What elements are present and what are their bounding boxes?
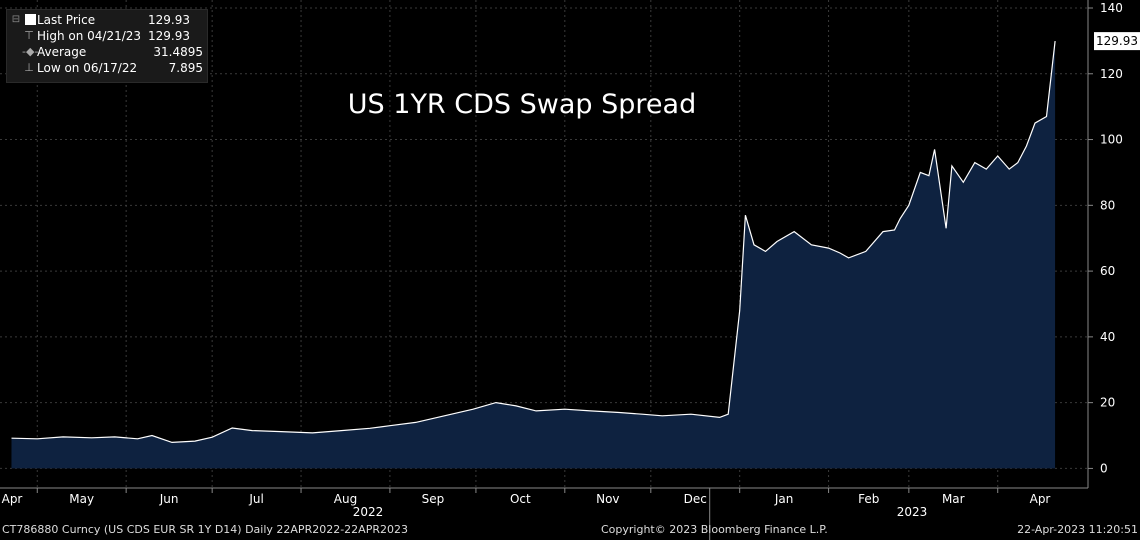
x-tick-label: Sep — [422, 492, 445, 506]
average-marker-icon: -◆- — [22, 45, 39, 58]
x-tick-label: Aug — [334, 492, 357, 506]
y-tick-label: 20 — [1100, 396, 1115, 410]
legend-low: ⊥ Low on 06/17/22 7.895 — [7, 60, 203, 76]
y-tick-label: 0 — [1100, 461, 1108, 475]
footer-timestamp: 22-Apr-2023 11:20:51 — [1017, 523, 1138, 536]
x-year-label: 2022 — [353, 505, 384, 519]
x-tick-label: Oct — [510, 492, 531, 506]
x-tick-label: Apr — [1030, 492, 1051, 506]
series-area — [11, 41, 1056, 469]
last-value-box — [1094, 32, 1140, 51]
legend-value: 7.895 — [168, 61, 203, 75]
legend: ⊟ Last Price 129.93 ⊤ High on 04/21/23 1… — [6, 9, 208, 83]
x-axis: Apr May Jun Jul Aug Sep Oct Nov Dec Jan Feb Mar Apr 2… — [0, 487, 1088, 540]
series — [11, 41, 1056, 469]
x-tick-label: Dec — [684, 492, 707, 506]
legend-label: Last Price — [37, 13, 96, 27]
x-tick-label: Apr — [2, 492, 23, 506]
y-tick-label: 60 — [1100, 264, 1115, 278]
y-tick-label: 80 — [1100, 198, 1115, 212]
legend-last-price: ⊟ Last Price 129.93 — [7, 12, 203, 28]
legend-value: 129.93 — [148, 13, 190, 27]
legend-label: Low on 06/17/22 — [37, 61, 138, 75]
y-tick-label: 140 — [1100, 1, 1123, 15]
legend-high: ⊤ High on 04/21/23 129.93 — [7, 28, 203, 44]
legend-label: High on 04/21/23 — [37, 29, 142, 43]
y-axis: 0 20 40 60 80 100 120 140 129.93 — [1087, 0, 1140, 488]
legend-average: -◆- Average 31.4895 — [7, 44, 203, 60]
low-marker-icon: ⊥ — [24, 61, 34, 74]
high-marker-icon: ⊤ — [24, 29, 34, 42]
x-tick-label: Nov — [596, 492, 619, 506]
series-swatch — [25, 14, 36, 25]
x-tick-label: Mar — [942, 492, 965, 506]
legend-value: 31.4895 — [153, 45, 203, 59]
x-tick-label: Jun — [159, 492, 179, 506]
x-tick-label: Jan — [774, 492, 794, 506]
y-tick-label: 120 — [1100, 67, 1123, 81]
x-tick-label: Feb — [858, 492, 879, 506]
x-tick-label: Jul — [248, 492, 263, 506]
chart-title: US 1YR CDS Swap Spread — [348, 89, 696, 120]
series-line — [11, 41, 1056, 444]
x-tick-label: May — [69, 492, 94, 506]
legend-value: 129.93 — [148, 29, 190, 43]
collapse-icon[interactable]: ⊟ — [11, 14, 21, 25]
footer-ticker: CT786880 Curncy (US CDS EUR SR 1Y D14) D… — [2, 523, 408, 536]
last-value-label: 129.93 — [1096, 34, 1138, 48]
x-year-label: 2023 — [897, 505, 928, 519]
footer-copyright: Copyright© 2023 Bloomberg Finance L.P. — [601, 523, 828, 536]
legend-label: Average — [37, 45, 87, 59]
y-tick-label: 100 — [1100, 133, 1123, 147]
y-tick-label: 40 — [1100, 330, 1115, 344]
